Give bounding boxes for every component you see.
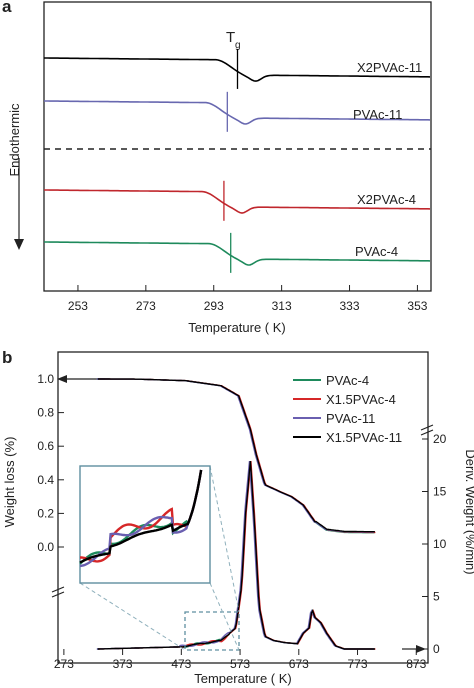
x-tick-label: 673 — [289, 657, 309, 671]
zoom-connector-line — [209, 465, 240, 613]
panel-b-x-ticks: 273 373 473 573 673 773 873 — [54, 649, 427, 671]
zoom-region-box — [184, 611, 240, 651]
legend: PVAc-4 X1.5PVAc-4 PVAc-11 X1.5PVAc-11 — [293, 373, 402, 445]
x-tick-label: 333 — [340, 299, 360, 313]
panel-b-right-ticks: 0 5 10 15 20 — [422, 432, 447, 656]
y-tick-label: 1.0 — [37, 372, 54, 386]
y2-tick-label: 10 — [433, 537, 447, 551]
panel-b-curves — [96, 378, 376, 650]
y-tick-label: 0.2 — [37, 506, 54, 520]
legend-label: X1.5PVAc-4 — [326, 392, 396, 407]
panel-b: b 0.0 0.2 0.4 0.6 0.8 1.0 0 5 10 15 20 273 373 473 5… — [2, 348, 474, 686]
series-label: X2PVAc-4 — [357, 192, 416, 207]
x-tick-label: 253 — [68, 299, 88, 313]
legend-label: PVAc-11 — [326, 411, 375, 426]
tg-label: T — [226, 29, 235, 46]
x-tick-label: 273 — [136, 299, 156, 313]
x-tick-label: 473 — [171, 657, 191, 671]
x-tick-label: 773 — [348, 657, 368, 671]
right-axis-break — [420, 424, 434, 436]
zoom-connector-line — [209, 582, 240, 651]
y-tick-label: 0.4 — [37, 473, 54, 487]
x-tick-label: 313 — [272, 299, 292, 313]
weight-loss-curve — [97, 378, 375, 533]
tg-subscript: g — [235, 40, 241, 51]
panel-a-letter: a — [2, 0, 12, 16]
y2-tick-label: 5 — [433, 590, 440, 604]
x-tick-label: 373 — [113, 657, 133, 671]
inset-curves — [79, 469, 203, 568]
inset-curve — [79, 469, 203, 568]
y-tick-label: 0.8 — [37, 406, 54, 420]
panel-a: a Endothermic T g X2PVAc-11PVAc-11X2PVAc… — [2, 0, 432, 335]
panel-a-y-label: Endothermic — [7, 103, 22, 176]
series-label: PVAc-11 — [353, 107, 402, 122]
dsc-curve — [44, 189, 431, 214]
x-tick-label: 873 — [406, 657, 426, 671]
panel-b-y2-label: Deriv. Weight (%/min) — [463, 449, 474, 574]
x-tick-label: 353 — [407, 299, 427, 313]
y-tick-label: 0.0 — [37, 540, 54, 554]
dsc-curve — [44, 241, 431, 266]
x-tick-label: 273 — [54, 657, 74, 671]
left-axis-arrow-icon — [57, 375, 67, 383]
series-label: X2PVAc-11 — [357, 60, 422, 75]
right-axis-arrow-icon — [416, 645, 426, 653]
panel-a-x-label: Temperature ( K) — [188, 320, 286, 335]
legend-label: X1.5PVAc-11 — [326, 430, 402, 445]
panel-a-curves: X2PVAc-11 PVAc-11 X2PVAc-4 PVAc-4 — [44, 48, 431, 273]
x-tick-label: 293 — [204, 299, 224, 313]
inset-curve — [79, 469, 203, 564]
dsc-curve — [44, 100, 431, 125]
panel-b-x-label: Temperature ( K) — [194, 671, 292, 686]
derivative-curve — [97, 461, 375, 650]
down-arrow-icon — [14, 239, 24, 250]
inset-curve — [80, 469, 203, 563]
x-tick-label: 573 — [230, 657, 250, 671]
y2-tick-label: 15 — [433, 485, 447, 499]
zoom-connector-line — [79, 582, 186, 651]
panel-a-frame — [43, 1, 432, 292]
panel-b-letter: b — [2, 348, 12, 367]
series-label: PVAc-4 — [355, 244, 398, 259]
y2-tick-label: 20 — [433, 432, 447, 446]
y-tick-label: 0.6 — [37, 439, 54, 453]
left-axis-break — [51, 586, 65, 598]
panel-a-x-ticks: 253 273 293 313 333 353 — [68, 285, 428, 313]
panel-b-frame — [57, 351, 429, 664]
panel-b-left-ticks: 0.0 0.2 0.4 0.6 0.8 1.0 — [37, 372, 64, 554]
panel-b-y-label: Weight loss (%) — [2, 437, 17, 528]
y2-tick-label: 0 — [433, 642, 440, 656]
legend-label: PVAc-4 — [326, 373, 369, 388]
